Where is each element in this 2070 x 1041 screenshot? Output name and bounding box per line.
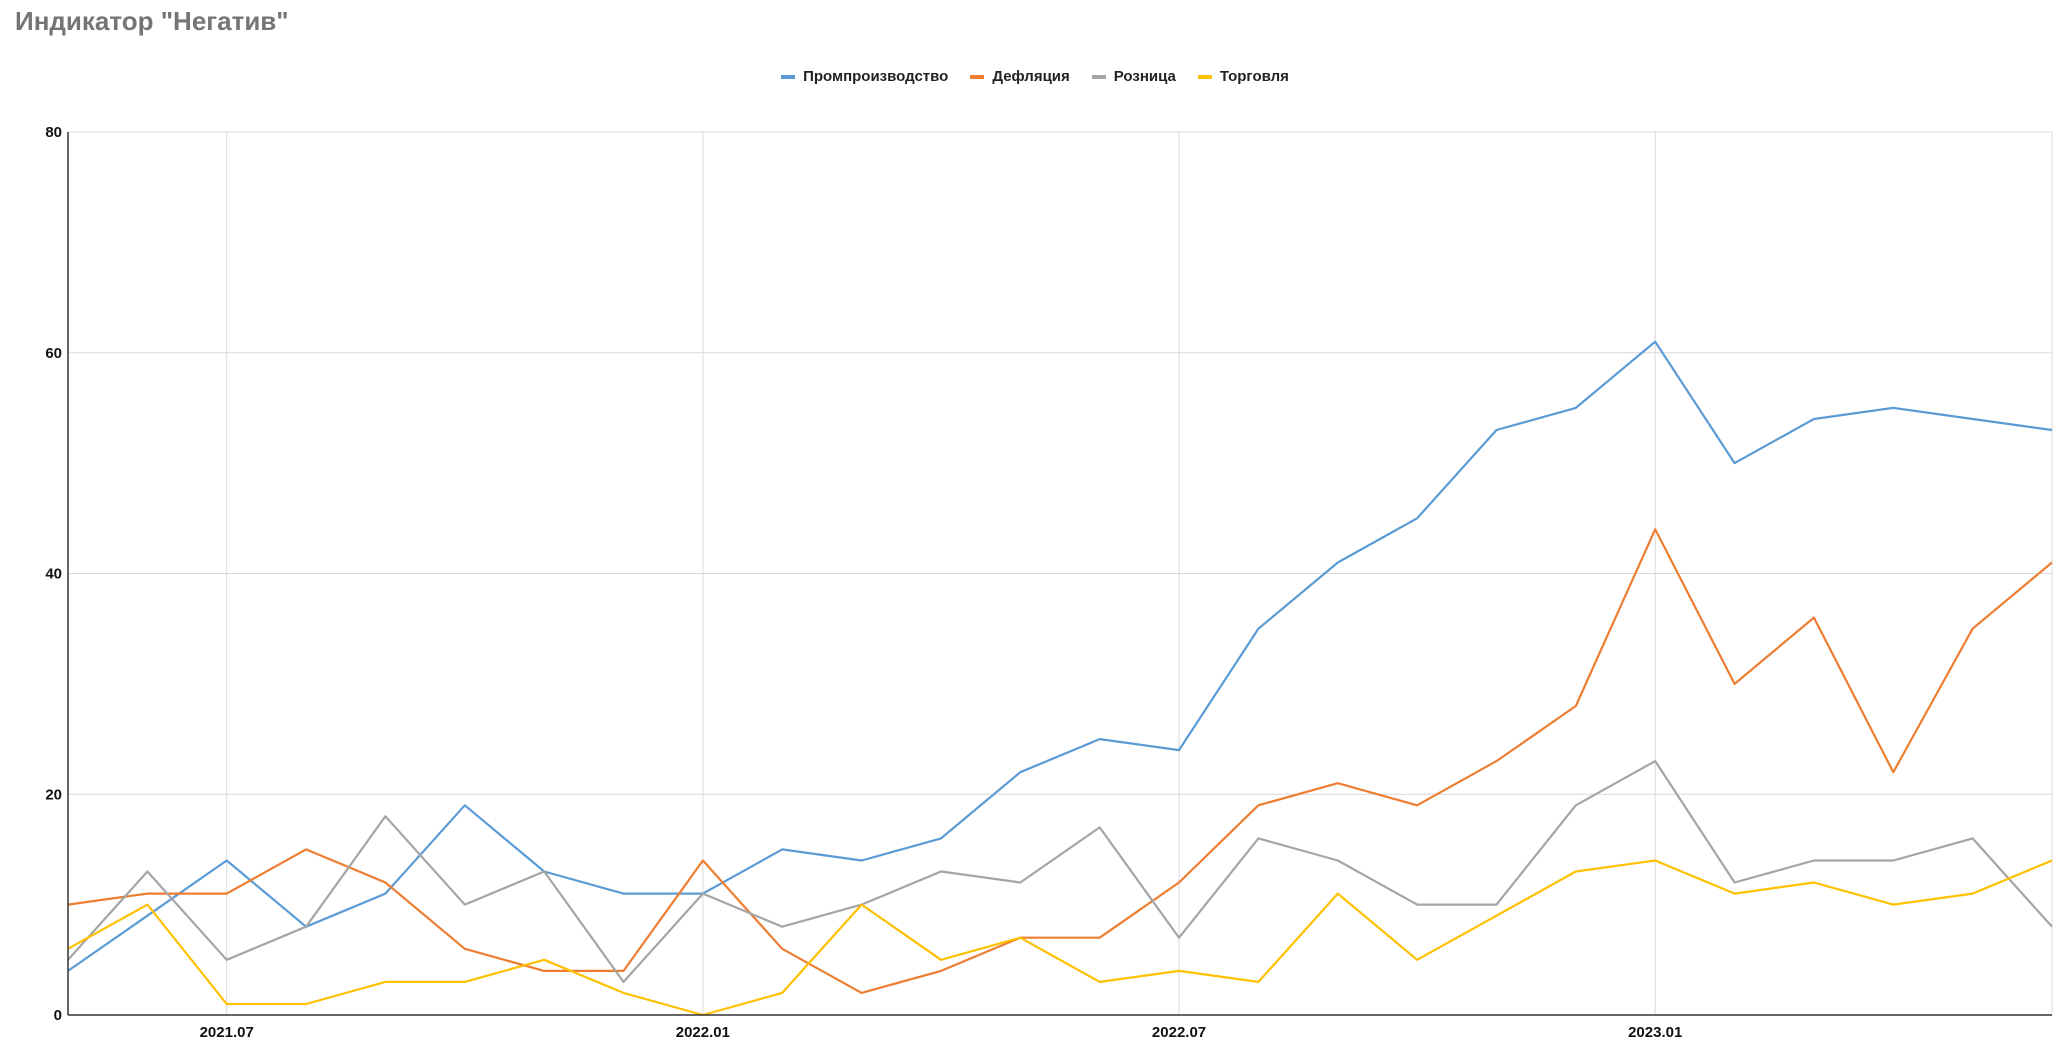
legend-swatch-2: [1091, 74, 1106, 79]
y-tick-label-3: 60: [45, 345, 62, 362]
x-tick-label-1: 2022.01: [676, 1024, 730, 1041]
legend-label-0: Промпроизводство: [803, 68, 949, 85]
legend-item-3: Торговля: [1197, 68, 1289, 85]
chart-title: Индикатор "Негатив": [15, 6, 289, 36]
legend: Промпроизводство Дефляция Розница Торгов…: [0, 68, 2070, 85]
legend-item-1: Дефляция: [970, 68, 1070, 85]
legend-label-3: Торговля: [1219, 68, 1289, 85]
series-line-2: [67, 759, 2053, 984]
y-tick-label-0: 0: [54, 1007, 62, 1024]
y-tick-label-4: 80: [45, 124, 62, 141]
series-line-3: [67, 859, 2053, 1017]
legend-label-1: Дефляция: [992, 68, 1070, 85]
legend-item-0: Промпроизводство: [781, 68, 948, 85]
legend-label-2: Розница: [1113, 68, 1176, 85]
x-tick-label-3: 2023.01: [1628, 1024, 1682, 1041]
legend-swatch-3: [1197, 74, 1212, 79]
legend-swatch-1: [970, 74, 985, 79]
legend-item-2: Розница: [1091, 68, 1176, 85]
x-tick-label-0: 2021.07: [200, 1024, 254, 1041]
y-tick-label-1: 20: [45, 786, 62, 803]
series-line-0: [67, 340, 2053, 972]
x-tick-label-2: 2022.07: [1152, 1024, 1206, 1041]
series-line-1: [67, 528, 2053, 995]
legend-swatch-0: [781, 74, 796, 79]
y-tick-label-2: 40: [45, 566, 62, 583]
